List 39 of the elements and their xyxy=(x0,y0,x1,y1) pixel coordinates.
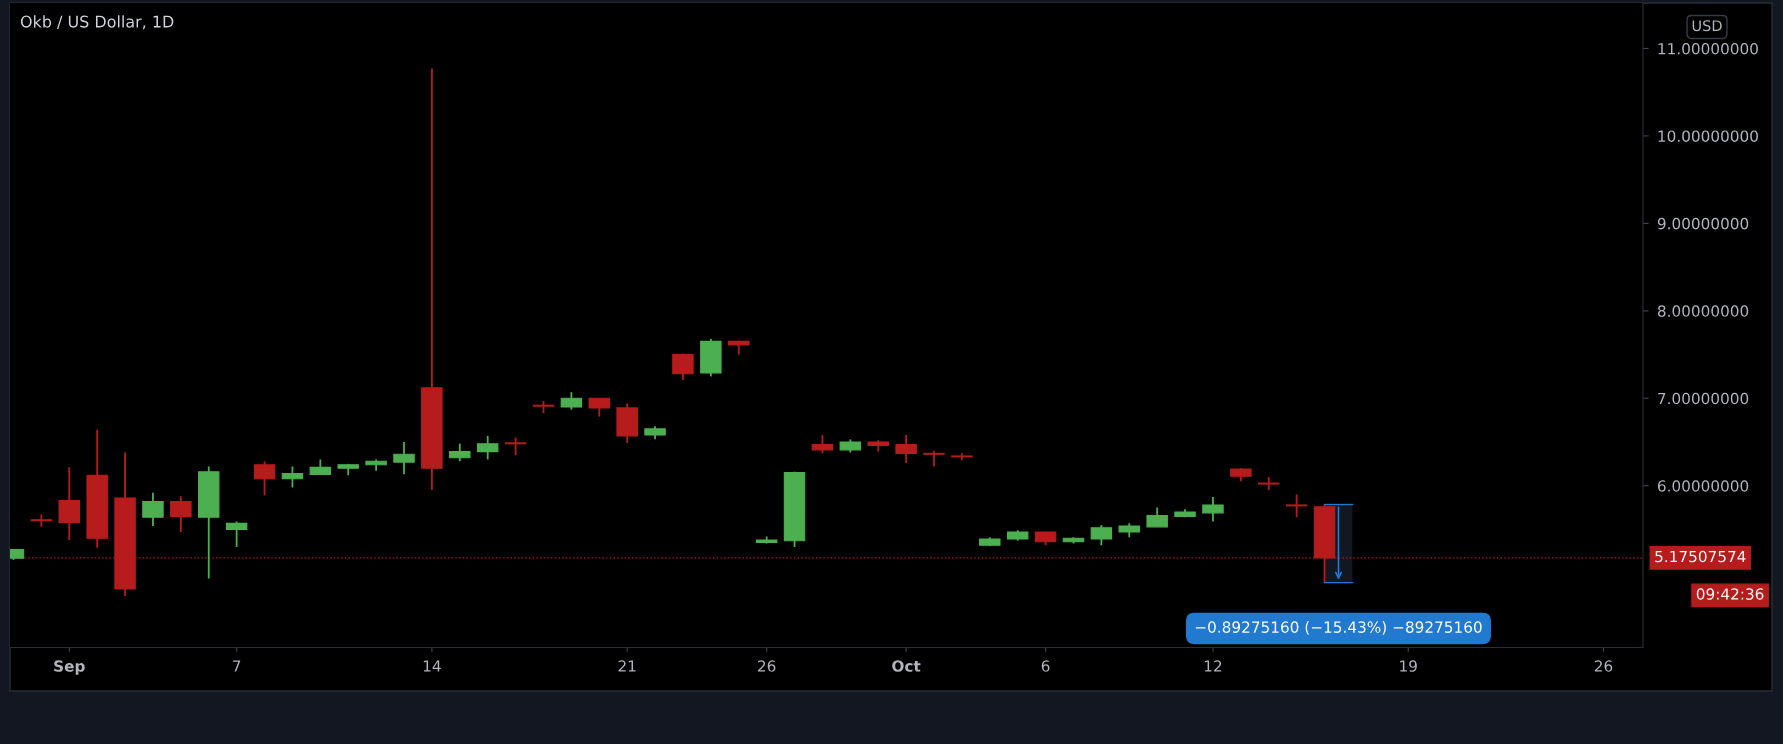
candlestick xyxy=(253,460,276,497)
y-axis-title: USD xyxy=(1692,20,1722,32)
ref-line-label: 5.17507574 xyxy=(1655,550,1746,563)
candlestick xyxy=(58,466,81,541)
candlestick xyxy=(476,434,499,461)
candlestick xyxy=(1285,493,1308,519)
y-tick-label: 7.00000000 xyxy=(1658,392,1749,405)
y-tick-label: 8.00000000 xyxy=(1657,305,1749,317)
candlestick xyxy=(1146,506,1168,528)
x-tick-label: 19 xyxy=(1400,660,1417,672)
candlestick xyxy=(895,434,917,464)
x-tick-label: 26 xyxy=(758,660,776,672)
x-tick-label: 21 xyxy=(618,660,636,672)
candlestick xyxy=(30,513,53,528)
text: Okb / US Dollar, 1D xyxy=(20,15,174,30)
y-tick-label: 6.00000000 xyxy=(1657,480,1749,492)
y-tick-label: 10.00000000 xyxy=(1658,130,1758,142)
candlestick xyxy=(142,491,164,527)
candlestick xyxy=(225,520,248,548)
x-tick-label: 7 xyxy=(233,660,241,672)
candlestick xyxy=(811,434,834,455)
x-tick-label: 6 xyxy=(1041,660,1050,672)
x-tick-label: Oct xyxy=(892,660,921,672)
text: 09:42:36 xyxy=(1696,588,1764,600)
y-tick-label: 11.00000000 xyxy=(1658,42,1758,55)
annotation: −0.89275160 (−15.43%) −89275160 xyxy=(1195,621,1482,635)
x-tick-label: Sep xyxy=(54,660,85,675)
candlestick xyxy=(281,465,304,489)
candlestick xyxy=(393,441,415,476)
candlestick xyxy=(588,397,611,418)
candlestick xyxy=(170,495,192,533)
x-tick-label: 26 xyxy=(1594,660,1613,672)
y-tick-label: 9.00000000 xyxy=(1657,217,1749,230)
x-tick-label: 12 xyxy=(1204,660,1222,672)
candlestick xyxy=(923,449,945,468)
candlestick xyxy=(672,352,694,381)
candlestick xyxy=(1090,524,1113,547)
x-tick-label: 14 xyxy=(423,660,441,672)
candlestick xyxy=(1202,496,1224,523)
